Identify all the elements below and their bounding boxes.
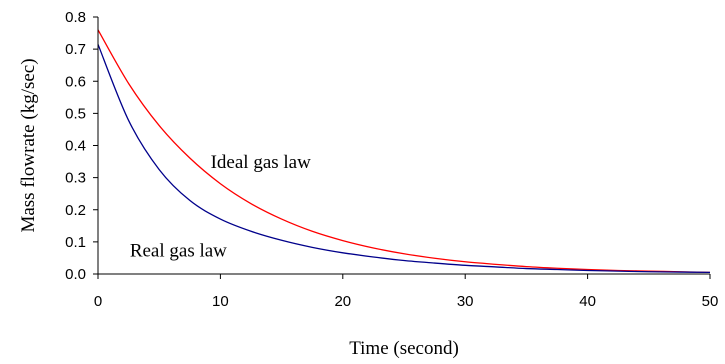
y-tick-label: 0.8 [65,9,86,26]
y-tick-label: 0.7 [65,41,86,58]
y-tick-label: 0.6 [65,73,86,90]
x-tick-label: 20 [334,293,351,310]
series-line-ideal-gas-law [97,29,711,274]
y-tick-label: 0.1 [65,234,86,251]
y-tick-label: 0.4 [65,138,86,155]
y-tick-label: 0.2 [65,202,86,219]
x-tick-label: 0 [94,293,102,310]
x-tick-label: 50 [702,293,719,310]
y-tick-label: 0.3 [65,170,86,187]
series-line-real-gas-law [97,44,711,274]
annotation-ideal-gas-law: Ideal gas law [211,152,312,173]
x-axis-title: Time (second) [349,338,459,359]
annotation-real-gas-law: Real gas law [130,240,227,261]
x-tick-label: 10 [212,293,229,310]
y-axis-title: Mass flowrate (kg/sec) [18,58,39,232]
x-tick-label: 30 [457,293,474,310]
series-layer [97,29,711,274]
y-tick-label: 0.5 [65,105,86,122]
y-axis-ticks: 0.0 0.1 0.2 0.3 0.4 0.5 0.6 0.7 0.8 [65,9,98,283]
y-tick-label: 0.0 [65,266,86,283]
x-axis-ticks: 0 10 20 30 40 50 [94,274,719,310]
x-tick-label: 40 [579,293,596,310]
